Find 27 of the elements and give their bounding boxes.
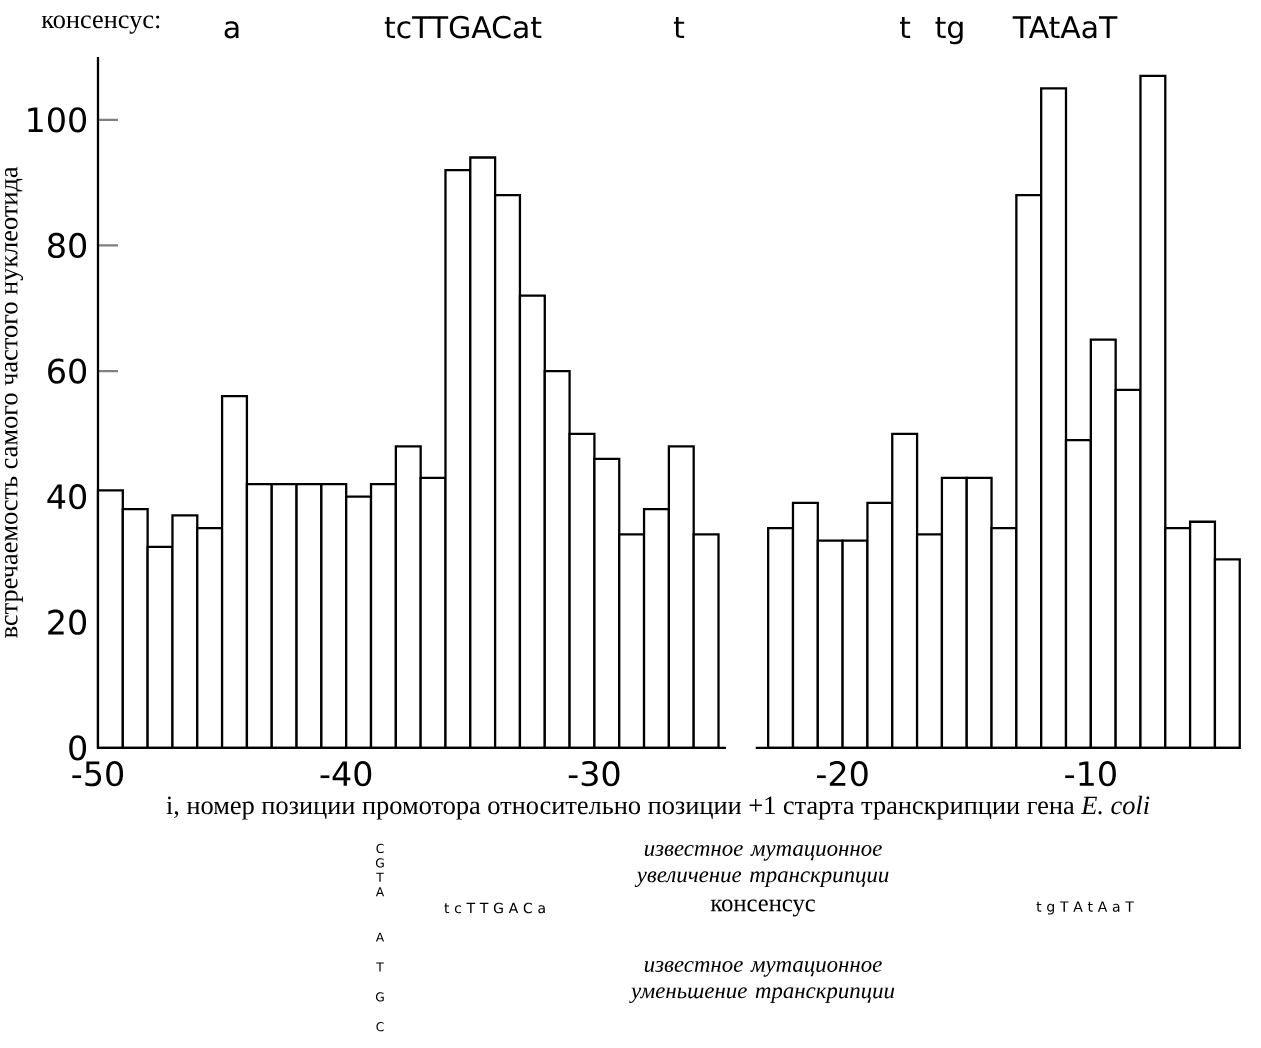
y-tick-label: 20: [48, 609, 87, 635]
text: консенсус: [710, 899, 815, 917]
y-tick-label: 60: [48, 358, 87, 384]
x-axis-title: i, номер позиции промотора относительно позиции +1 старта транскрипции гена E. coli: [166, 795, 1150, 820]
chart-title: консенсус:: [41, 15, 160, 34]
y-tick-label: 40: [47, 484, 87, 510]
x-tick-label: -30: [568, 761, 620, 787]
x-tick-label: -10: [1065, 761, 1116, 787]
text: TAtAaT: [1012, 16, 1118, 39]
text: t g T A t A a T: [1036, 901, 1134, 915]
x-tick-label: -50: [72, 761, 124, 787]
text: A T G C: [375, 932, 385, 1032]
text: C G T A: [375, 843, 385, 897]
y-axis-title: встречаемость самого частого нуклеотида: [4, 166, 24, 638]
y-tick-label: 0: [69, 735, 87, 761]
x-tick-label: -20: [816, 761, 868, 787]
text: t: [673, 17, 685, 38]
x-tick-label: -40: [320, 761, 372, 787]
text: t c T T G A C a: [444, 902, 545, 914]
text: известное мутационное увеличение транскрипции: [634, 844, 889, 888]
text: tg: [935, 17, 963, 45]
text: tcTTGACat: [384, 15, 542, 39]
text: известное мутационное уменьшение транскрипции: [629, 960, 895, 1004]
text: t: [899, 17, 911, 38]
y-tick-label: 100: [28, 107, 87, 133]
text: a: [224, 21, 239, 39]
y-tick-label: 80: [48, 232, 87, 259]
